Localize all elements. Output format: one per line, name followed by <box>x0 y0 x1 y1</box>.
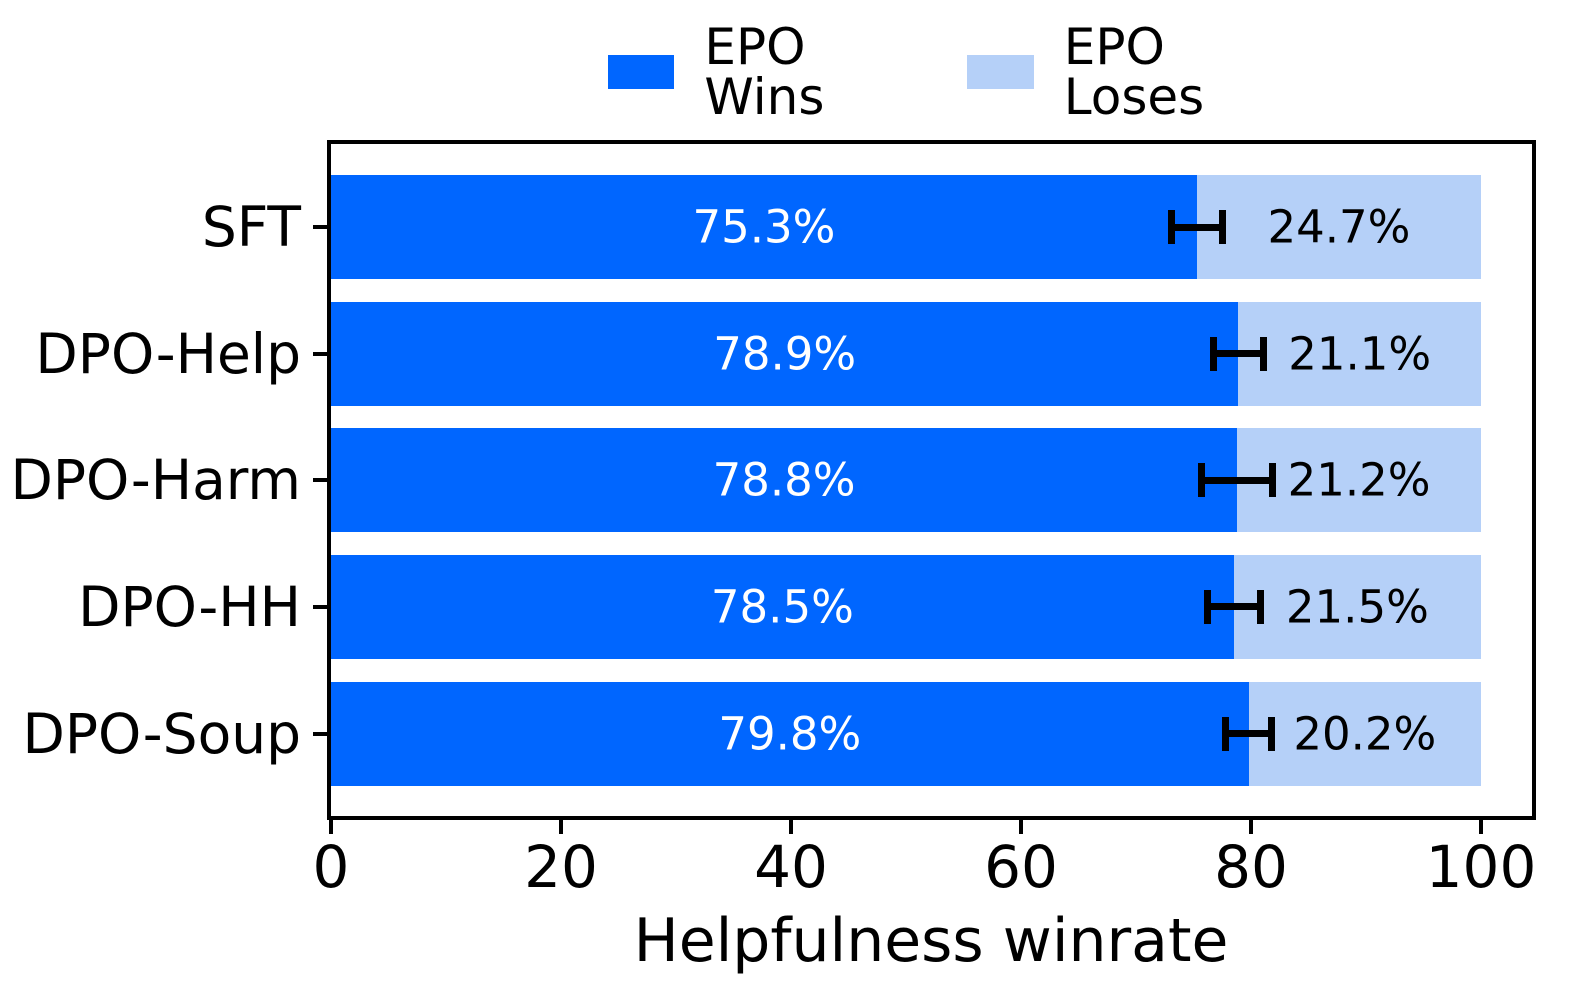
bar-epo-wins <box>331 554 1234 659</box>
error-bar-cap-right <box>1268 716 1276 751</box>
x-tick <box>1019 820 1023 834</box>
bar-epo-wins <box>331 428 1238 533</box>
error-bar-cap-right <box>1218 210 1226 244</box>
bar-value-label-loses: 21.1% <box>1288 327 1432 381</box>
plot-area: SFT 75.3% 24.7% DPO-Help 78.9% 21.1% DPO-Harm 7… <box>11 140 1536 896</box>
y-category-label: SFT <box>201 195 301 259</box>
y-tick <box>313 478 327 483</box>
bar-value-label-wins: 78.8% <box>712 453 856 507</box>
x-tick-label: 20 <box>524 833 598 901</box>
error-bar-cap-left <box>1198 463 1206 498</box>
x-tick <box>1249 820 1253 834</box>
bar-epo-loses <box>1238 301 1481 406</box>
error-bar <box>1171 223 1223 231</box>
x-tick-label: 0 <box>312 833 350 901</box>
y-category-label: DPO-Harm <box>10 448 301 513</box>
bar-value-label-loses: 24.7% <box>1267 200 1411 254</box>
bar-epo-wins <box>331 681 1249 786</box>
x-tick <box>559 820 563 834</box>
x-tick-label: 80 <box>1214 833 1288 901</box>
x-tick <box>789 820 793 834</box>
x-tick-label: 60 <box>984 833 1058 901</box>
y-category-label: DPO-Soup <box>22 701 301 766</box>
x-tick <box>1479 820 1483 834</box>
error-bar <box>1225 730 1272 738</box>
x-tick-label: 100 <box>1425 833 1537 901</box>
x-tick-label: 40 <box>754 833 828 901</box>
bar-epo-loses <box>1196 175 1481 279</box>
y-tick <box>313 351 327 356</box>
y-category-label: DPO-HH <box>78 574 301 639</box>
bar-value-label-loses: 20.2% <box>1293 707 1437 761</box>
legend-item-epo-wins: EPO Wins <box>608 22 879 122</box>
bar-value-label-wins: 75.3% <box>692 200 836 254</box>
y-category-label: DPO-Help <box>35 321 301 386</box>
bar-epo-loses <box>1248 681 1481 786</box>
y-tick <box>313 225 327 229</box>
error-bar-cap-left <box>1203 589 1211 624</box>
legend-swatch-epo-wins <box>608 55 675 89</box>
bar-epo-wins <box>331 301 1239 406</box>
bar-value-label-wins: 78.9% <box>713 327 857 381</box>
y-tick <box>313 731 327 736</box>
chart-legend: EPO Wins EPO Loses <box>608 22 1254 122</box>
error-bar-cap-right <box>1269 463 1277 498</box>
legend-swatch-epo-loses <box>967 55 1034 89</box>
error-bar-cap-right <box>1260 336 1268 371</box>
bar-value-label-loses: 21.5% <box>1285 580 1429 634</box>
bar-epo-wins <box>331 175 1197 279</box>
error-bar-cap-left <box>1209 336 1217 371</box>
legend-label-epo-wins: EPO Wins <box>704 18 825 126</box>
bar-value-label-wins: 78.5% <box>710 580 854 634</box>
legend-label-epo-loses: EPO Loses <box>1063 18 1205 126</box>
error-bar <box>1201 476 1273 484</box>
error-bar-cap-left <box>1222 716 1230 751</box>
bar-epo-loses <box>1237 428 1481 533</box>
error-bar <box>1213 350 1264 358</box>
error-bar-cap-right <box>1256 589 1264 624</box>
bar-value-label-loses: 21.2% <box>1287 453 1431 507</box>
bar-value-label-wins: 79.8% <box>718 707 862 761</box>
bar-epo-loses <box>1233 554 1481 659</box>
x-tick <box>329 820 333 834</box>
y-tick <box>313 604 327 609</box>
x-axis-label: Helpfulness winrate <box>633 906 1229 976</box>
error-bar <box>1207 603 1261 611</box>
error-bar-cap-left <box>1168 210 1176 244</box>
legend-item-epo-loses: EPO Loses <box>967 22 1254 122</box>
